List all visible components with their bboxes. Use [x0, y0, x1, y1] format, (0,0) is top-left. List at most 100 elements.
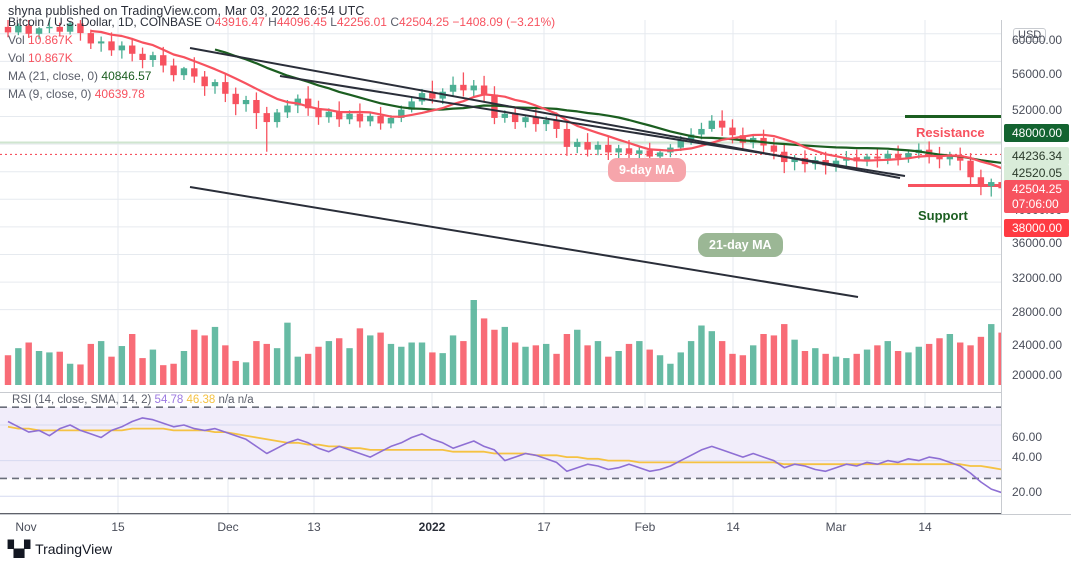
chart-canvas[interactable]: [0, 15, 1071, 515]
candle-body: [470, 85, 477, 91]
volume-bar: [853, 353, 860, 385]
volume-bar: [874, 345, 881, 385]
volume-bar: [211, 326, 219, 385]
candle-body: [977, 177, 985, 187]
candle-body: [191, 68, 198, 77]
volume-bar: [584, 345, 591, 385]
volume-bar: [87, 343, 95, 385]
volume-bar: [946, 334, 954, 385]
candle-body: [615, 148, 622, 153]
candle-body: [160, 55, 167, 66]
volume-bar: [791, 339, 798, 385]
volume-bar: [967, 345, 974, 385]
candle-body: [149, 55, 157, 60]
volume-bar: [542, 343, 550, 385]
price-tick-label: 56000.00: [1012, 67, 1063, 81]
candle-body: [97, 41, 105, 44]
volume-bar: [605, 356, 612, 385]
candle-body: [180, 68, 188, 76]
volume-bar: [398, 346, 405, 385]
time-tick-label: 14: [726, 520, 740, 534]
volume-bar: [687, 341, 695, 385]
volume-bar: [170, 363, 177, 385]
time-tick-label: 15: [111, 520, 125, 534]
candle-body: [511, 113, 519, 123]
candle-body: [367, 115, 374, 122]
rsi-legend-value: 54.78: [154, 394, 184, 406]
candle-body: [636, 150, 643, 154]
candle-body: [35, 28, 43, 34]
volume-bar: [532, 345, 540, 385]
candle-body: [315, 108, 322, 118]
resistance-label: Resistance: [916, 125, 985, 140]
price-tick-label: 60000.00: [1012, 33, 1063, 47]
time-axis[interactable]: Nov 15 Dec 13 2022 17 Feb 14 Mar 14: [0, 514, 1071, 538]
volume-bar: [222, 345, 229, 385]
volume-bar: [429, 352, 436, 385]
candle-body: [15, 25, 22, 33]
volume-bar: [956, 342, 964, 385]
volume-bar: [801, 351, 809, 385]
candle-body: [605, 144, 612, 153]
time-tick-label: 2022: [418, 520, 446, 534]
candle-body: [988, 182, 995, 187]
21-day-ma-callout: 21-day MA: [698, 233, 783, 257]
candle-body: [449, 84, 457, 92]
rsi-legend-title: RSI (14, close, SMA, 14, 2): [12, 394, 152, 406]
candle-body: [128, 45, 136, 54]
rsi-axis[interactable]: 60.00 40.00 20.00: [1001, 393, 1071, 514]
candle-body: [273, 112, 281, 123]
candle-body: [522, 117, 529, 123]
candle-body: [708, 120, 716, 129]
candle-body: [56, 26, 63, 32]
volume-bar: [480, 318, 488, 385]
volume-bar: [677, 352, 684, 385]
volume-bar: [491, 329, 498, 385]
volume-bar: [304, 353, 312, 385]
candle-body: [646, 150, 653, 157]
volume-bar: [511, 342, 519, 385]
volume-bar: [749, 345, 757, 385]
candle-body: [625, 148, 633, 154]
chart-svg: [0, 15, 1071, 515]
candle-body: [335, 111, 343, 120]
candle-body: [687, 134, 695, 140]
time-tick-label: Mar: [825, 520, 847, 534]
volume-bar: [242, 362, 250, 385]
rsi-line: [7, 417, 1071, 494]
candle-body: [791, 157, 798, 163]
volume-bar: [988, 324, 995, 385]
candle-body: [408, 101, 415, 110]
volume-bar: [667, 363, 674, 385]
candle-body: [656, 152, 664, 157]
candle-body: [139, 53, 146, 60]
ma21-line: [214, 48, 1071, 170]
volume-bar: [315, 346, 322, 385]
volume-bar: [822, 353, 829, 385]
candle-body: [346, 113, 353, 120]
volume-bar: [977, 336, 985, 385]
volume-bar: [15, 348, 22, 385]
9-day-ma-callout: 9-day MA: [608, 158, 686, 182]
volume-bar: [553, 353, 560, 385]
candle-body: [294, 98, 302, 106]
candle-body: [387, 117, 395, 124]
candle-body: [874, 156, 881, 159]
resistance-price-tag: 48000.00: [1004, 124, 1069, 142]
volume-bar: [335, 338, 343, 385]
volume-bar: [263, 343, 270, 385]
volume-bar: [367, 335, 374, 385]
volume-bar: [781, 324, 788, 385]
candle-body: [956, 155, 964, 161]
volume-bar: [812, 348, 819, 385]
candle-body: [480, 85, 488, 95]
candle-body: [222, 82, 229, 94]
volume-bar: [460, 341, 467, 385]
candle-body: [729, 127, 736, 136]
volume-bar: [232, 360, 239, 385]
last-price-tag: 42504.25: [1004, 180, 1069, 198]
volume-bar: [25, 342, 32, 385]
publication-credit: shyna published on TradingView.com, Mar …: [8, 4, 365, 18]
price-axis[interactable]: USD 60000.00 56000.00 52000.00 44236.344252…: [1001, 20, 1071, 393]
candle-body: [429, 93, 436, 99]
